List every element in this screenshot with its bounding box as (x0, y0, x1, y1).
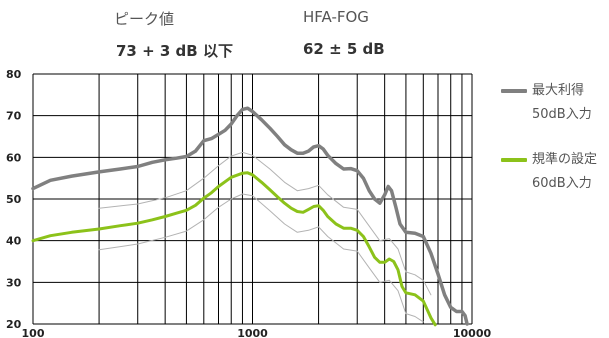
legend-swatch-reference (501, 158, 527, 162)
y-tick-label: 70 (6, 110, 22, 123)
series-line-1 (31, 171, 437, 327)
x-tick-label: 10000 (453, 327, 492, 338)
legend-line2: 50dB入力 (532, 107, 592, 122)
y-tick-label: 80 (6, 68, 22, 81)
y-tick-label: 30 (6, 276, 22, 289)
y-tick-label: 50 (6, 193, 22, 206)
legend-line1: 規準の設定 (532, 152, 598, 167)
series-line-2 (98, 151, 432, 296)
peak-value: 73 + 3 dB 以下 (116, 42, 233, 60)
peak-label: ピーク値 (114, 10, 175, 28)
hfa-value: 62 ± 5 dB (303, 40, 385, 58)
hfa-label: HFA-FOG (303, 8, 369, 26)
x-tick-label: 100 (22, 327, 45, 338)
series-line-3 (98, 193, 424, 323)
y-tick-label: 60 (6, 151, 22, 164)
legend-line2: 60dB入力 (532, 176, 592, 191)
legend-line1: 最大利得 (532, 83, 585, 98)
y-tick-label: 40 (6, 235, 22, 248)
legend-swatch-max-gain (501, 89, 527, 93)
series-line-0 (31, 106, 469, 326)
x-tick-label: 1000 (237, 327, 268, 338)
y-tick-label: 20 (6, 318, 22, 331)
